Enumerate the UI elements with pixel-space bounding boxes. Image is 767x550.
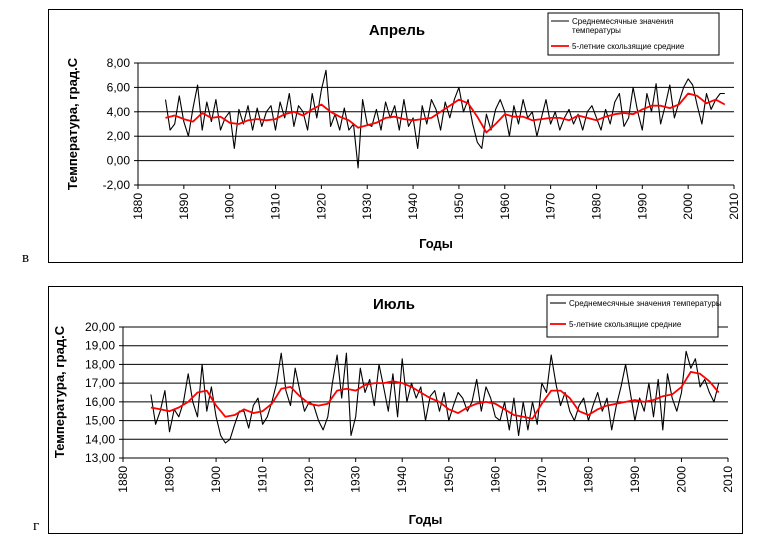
april-monthly-mean-line — [164, 69, 725, 169]
april-legend-entry: Среднемесячные значения температуры — [572, 17, 676, 35]
april-x-tick-label: 1930 — [360, 193, 374, 220]
april-x-tick-label: 1900 — [223, 193, 237, 220]
april-x-tick-label: 1990 — [635, 193, 649, 220]
july-chart-title: Июль — [373, 296, 415, 313]
july-y-tick-label: 20,00 — [85, 320, 115, 334]
july-monthly-mean-line — [150, 350, 720, 444]
july-legend-entry: 5-летние скользящие средние — [569, 320, 682, 329]
april-x-axis-title: Годы — [419, 236, 453, 251]
july-x-tick-label: 1950 — [442, 466, 456, 493]
april-x-tick-label: 2000 — [681, 193, 695, 220]
april-chart-title: Апрель — [369, 22, 425, 39]
april-y-tick-label: 8,00 — [107, 56, 131, 70]
april-y-axis-title: Температура, град.С — [65, 57, 80, 190]
april-x-tick-label: 2010 — [727, 193, 741, 220]
july-y-tick-label: 14,00 — [85, 432, 115, 446]
april-legend-box — [547, 12, 720, 56]
april-moving-average-line — [165, 92, 726, 134]
july-y-tick-label: 15,00 — [85, 414, 115, 428]
panel-label-bottom: г — [33, 518, 40, 534]
july-x-tick-label: 1880 — [116, 466, 130, 493]
april-x-tick-label: 1880 — [131, 193, 145, 220]
april-x-tick-label: 1950 — [452, 193, 466, 220]
july-legend-box — [546, 294, 719, 338]
july-x-tick-label: 1930 — [349, 466, 363, 493]
april-x-tick-label: 1890 — [177, 193, 191, 220]
april-x-tick-label: 1940 — [406, 193, 420, 220]
april-x-tick-label: 1970 — [544, 193, 558, 220]
july-x-tick-label: 1970 — [535, 466, 549, 493]
july-y-tick-label: 16,00 — [85, 395, 115, 409]
april-y-tick-label: 2,00 — [107, 129, 131, 143]
july-legend-entry: Среднемесячные значения температуры — [569, 299, 722, 308]
july-x-tick-label: 1990 — [628, 466, 642, 493]
april-x-tick-label: 1910 — [269, 193, 283, 220]
july-x-tick-label: 1980 — [581, 466, 595, 493]
july-x-axis-title: Годы — [409, 512, 443, 527]
april-x-tick-label: 1980 — [589, 193, 603, 220]
july-x-tick-label: 2010 — [721, 466, 735, 493]
july-y-axis-title: Температура, град.С — [52, 325, 67, 458]
july-x-tick-label: 1960 — [488, 466, 502, 493]
july-x-tick-label: 2000 — [674, 466, 688, 493]
july-y-tick-label: 19,00 — [85, 339, 115, 353]
july-x-tick-label: 1900 — [209, 466, 223, 493]
april-y-tick-label: 0,00 — [107, 154, 131, 168]
july-x-tick-label: 1940 — [395, 466, 409, 493]
april-x-tick-label: 1960 — [498, 193, 512, 220]
april-x-tick-label: 1920 — [314, 193, 328, 220]
july-x-tick-label: 1890 — [163, 466, 177, 493]
april-legend-entry: 5-летние скользящие средние — [572, 42, 685, 51]
april-y-tick-label: 6,00 — [107, 80, 131, 94]
july-moving-average-line — [150, 370, 720, 420]
panel-label-top: в — [22, 250, 30, 266]
july-x-tick-label: 1910 — [256, 466, 270, 493]
july-y-tick-label: 17,00 — [85, 376, 115, 390]
april-y-tick-label: -2,00 — [103, 178, 131, 192]
april-y-tick-label: 4,00 — [107, 105, 131, 119]
july-y-tick-label: 18,00 — [85, 357, 115, 371]
july-x-tick-label: 1920 — [302, 466, 316, 493]
july-y-tick-label: 13,00 — [85, 451, 115, 465]
